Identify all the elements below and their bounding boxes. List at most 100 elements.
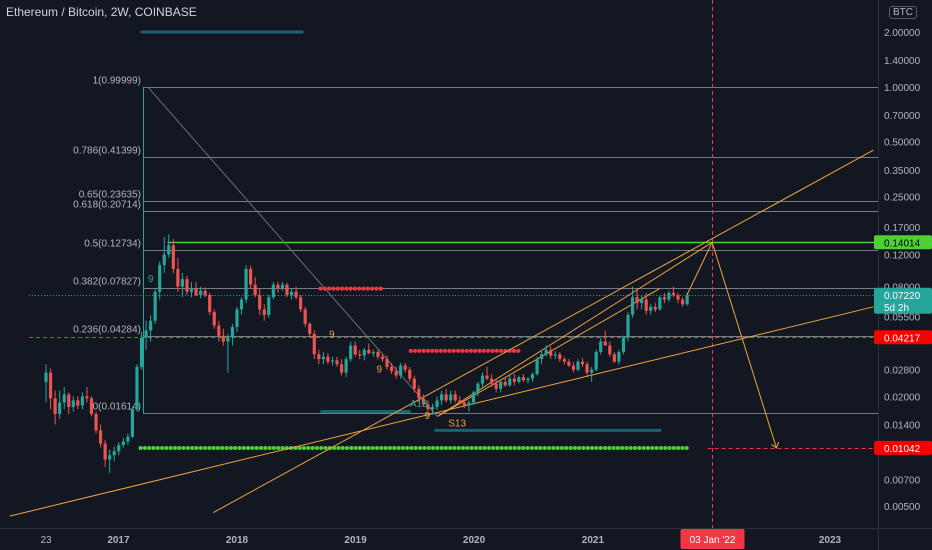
trendline (213, 149, 874, 514)
candle (399, 362, 403, 379)
candle (135, 364, 139, 412)
y-tick-label: 1.00000 (884, 83, 921, 94)
y-tick-label: 0.12000 (884, 251, 921, 262)
candle (494, 378, 498, 393)
candle (199, 286, 203, 299)
candle (235, 306, 239, 333)
candle-body (580, 361, 585, 365)
candle (108, 449, 112, 473)
price-label-text: 0.01042 (884, 444, 921, 455)
candle-body (185, 279, 189, 292)
candle (580, 357, 585, 367)
candle-body (299, 297, 303, 310)
annotation-label: 9 (376, 365, 382, 376)
candle-body (249, 269, 253, 285)
candle-body (94, 413, 98, 431)
candle (344, 356, 348, 378)
candle-body (244, 269, 248, 300)
candle (449, 390, 453, 404)
candle-body (289, 291, 294, 295)
y-tick-label: 1.40000 (884, 56, 921, 67)
y-tick-label: 0.02000 (884, 392, 921, 403)
candle-body (135, 366, 139, 410)
x-cursor-label-text: 03 Jan '22 (690, 535, 736, 546)
candle-body (512, 378, 516, 382)
candle (540, 349, 544, 365)
candle (167, 234, 171, 258)
candle-body (562, 359, 566, 362)
candle-body (221, 335, 225, 342)
candle (239, 297, 244, 315)
candle (67, 392, 71, 414)
candle (303, 306, 307, 328)
candle (367, 343, 371, 355)
candle (48, 368, 53, 410)
candle-body (585, 364, 589, 373)
annotation-label: 9 (425, 411, 431, 422)
candle-body (490, 378, 494, 384)
candle (171, 239, 175, 274)
candle-body (530, 374, 535, 379)
price-label: 0.14014 (874, 235, 932, 250)
candle (417, 385, 421, 403)
candle-body (121, 441, 125, 446)
candle-body (508, 378, 512, 386)
candle (321, 352, 325, 365)
candle (285, 282, 289, 298)
candle (408, 366, 412, 382)
candle (112, 446, 116, 462)
candle-body (421, 398, 425, 405)
trendline (147, 86, 438, 417)
candle-body (458, 400, 462, 403)
candle (389, 362, 394, 375)
candle-body (294, 291, 298, 298)
fib-level-label: 0.786(0.41399) (73, 146, 141, 157)
candle (599, 337, 603, 355)
candle (594, 349, 598, 372)
candle (353, 341, 357, 357)
x-tick-label: 23 (40, 535, 52, 546)
y-tick-label: 0.70000 (884, 111, 921, 122)
candle (98, 424, 103, 448)
candle (439, 390, 444, 405)
candle (621, 335, 626, 355)
candle-body (149, 320, 153, 331)
candle-body (644, 299, 648, 311)
candle (421, 394, 425, 407)
candle-body (444, 394, 448, 401)
candle (499, 380, 503, 393)
annotation-label: 9 (148, 274, 154, 285)
candle (426, 400, 430, 412)
y-tick-label: 0.00700 (884, 475, 921, 486)
candle (626, 312, 630, 342)
candle-body (389, 366, 394, 372)
x-tick-label: 2021 (582, 535, 605, 546)
candle-body (553, 354, 557, 356)
candle (435, 396, 439, 411)
y-tick-label: 2.00000 (884, 28, 921, 39)
candle-body (503, 381, 507, 386)
price-label: 0.01042 (874, 440, 932, 455)
candle-body (385, 359, 389, 367)
candle (85, 387, 89, 403)
candle (121, 438, 125, 449)
candle (671, 286, 676, 298)
candle-body (535, 359, 539, 375)
candle (562, 356, 566, 365)
candle-body (153, 291, 157, 321)
candle (249, 265, 253, 289)
currency-badge[interactable]: BTC (889, 6, 917, 19)
candle (276, 281, 280, 293)
candle (680, 297, 685, 307)
candle (139, 332, 144, 370)
candle-body (62, 394, 66, 403)
y-tick-label: 0.02800 (884, 366, 921, 377)
candle-body (399, 365, 403, 376)
candle (180, 273, 185, 298)
trendline (9, 306, 874, 517)
candle (508, 375, 512, 388)
candle-body (98, 430, 103, 444)
candle-body (571, 365, 576, 370)
